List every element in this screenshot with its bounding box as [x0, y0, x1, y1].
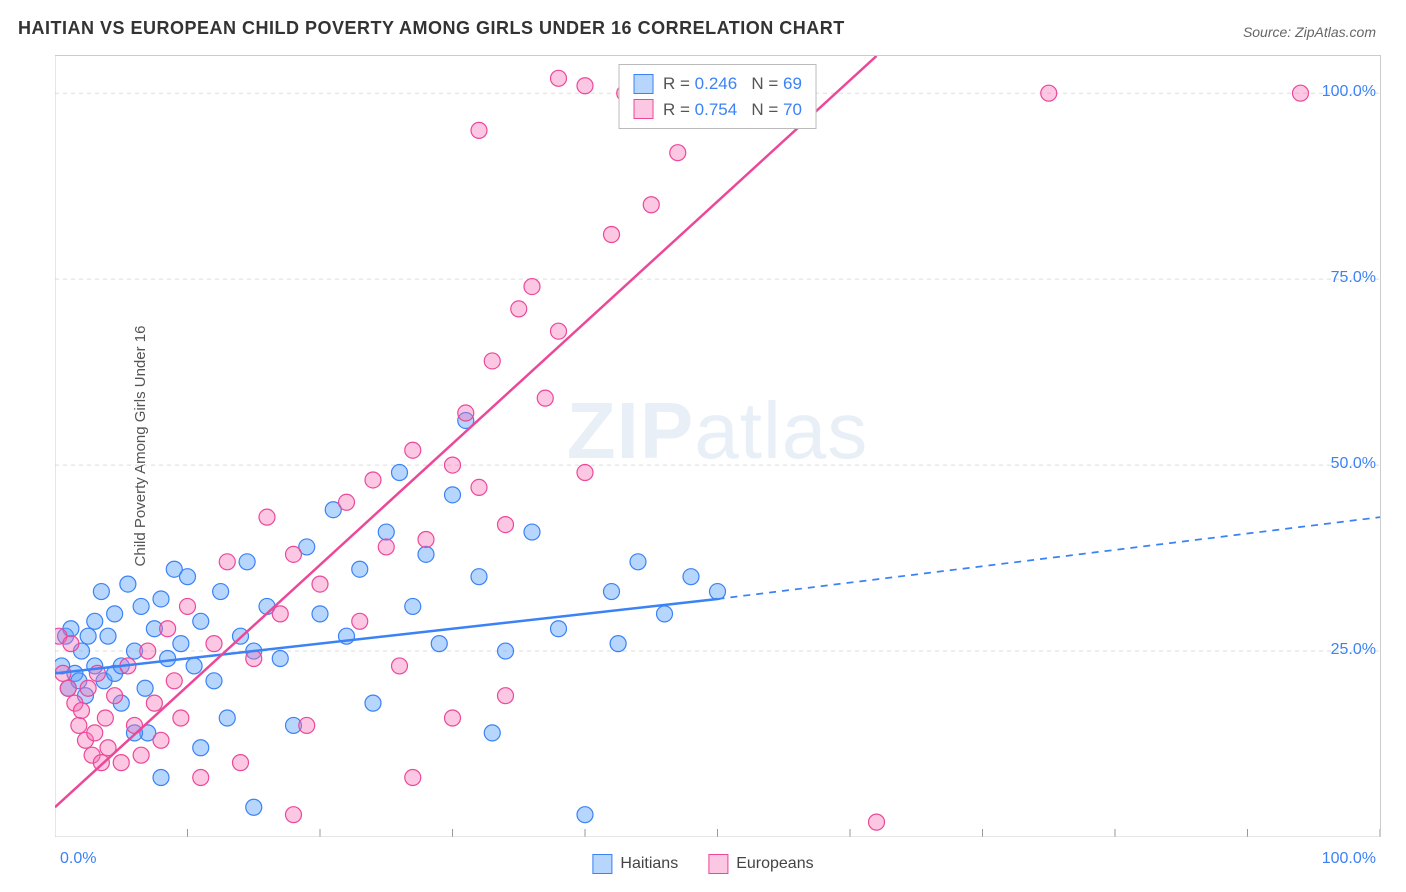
legend-stats: R = 0.754 N = 70 [663, 97, 802, 123]
source-attribution: Source: ZipAtlas.com [1243, 24, 1376, 40]
x-axis-max-label: 100.0% [1322, 850, 1376, 868]
y-tick-label: 50.0% [1331, 455, 1376, 473]
legend-swatch [708, 854, 728, 874]
y-tick-label: 25.0% [1331, 641, 1376, 659]
legend-row: R = 0.754 N = 70 [633, 97, 802, 123]
correlation-legend: R = 0.246 N = 69R = 0.754 N = 70 [618, 64, 817, 129]
legend-swatch [633, 74, 653, 94]
series-legend-item: Haitians [592, 854, 678, 874]
y-tick-label: 75.0% [1331, 269, 1376, 287]
series-legend-label: Haitians [620, 855, 678, 873]
series-legend-label: Europeans [736, 855, 813, 873]
chart-title: HAITIAN VS EUROPEAN CHILD POVERTY AMONG … [18, 18, 845, 39]
series-legend-item: Europeans [708, 854, 813, 874]
chart-area: ZIPatlas R = 0.246 N = 69R = 0.754 N = 7… [55, 55, 1381, 837]
legend-stats: R = 0.246 N = 69 [663, 71, 802, 97]
legend-swatch [633, 99, 653, 119]
scatter-plot-svg [55, 56, 1380, 837]
legend-row: R = 0.246 N = 69 [633, 71, 802, 97]
y-tick-label: 100.0% [1322, 83, 1376, 101]
series-legend: Haitians Europeans [592, 854, 813, 874]
legend-swatch [592, 854, 612, 874]
x-axis-min-label: 0.0% [60, 850, 96, 868]
